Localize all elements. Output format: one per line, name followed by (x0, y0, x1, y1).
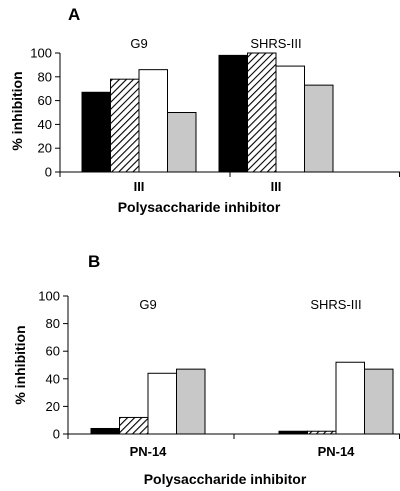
panel-a-category-label: III (271, 179, 282, 194)
panel-b-group-label: SHRS-III (310, 297, 361, 312)
panel-b-y-tick-label: 20 (46, 399, 60, 414)
panel-b-bars (90, 361, 394, 435)
panel-a-bar-series3-group2 (275, 65, 305, 173)
panel-b-y-axis-title: % inhibition (12, 325, 28, 404)
panel-b-y-tick-label: 0 (53, 427, 60, 442)
panel-a-bar-series1-group2 (218, 54, 248, 173)
panel-a-bar-series4-group2 (304, 84, 334, 173)
panel-a-category-label: III (134, 179, 145, 194)
panel-b-category-label: PN-14 (130, 444, 168, 459)
panel-b-x-axis-title: Polysaccharide inhibitor (144, 471, 307, 487)
panel-a-group-labels: G9 SHRS-III (130, 36, 301, 51)
panel-b-group-label: G9 (139, 297, 156, 312)
panel-a-y-tick-label: 80 (38, 69, 52, 84)
panel-b-chart: B % inhibition Polysaccharide inhibitor … (12, 252, 400, 487)
panel-b-category-labels: PN-14 PN-14 (130, 444, 356, 459)
panel-b-bar-series3-group1 (147, 372, 177, 435)
panel-b-category-label: PN-14 (318, 444, 356, 459)
panel-a-bar-series3-group1 (138, 69, 168, 173)
panel-a-bars (81, 52, 334, 173)
panel-b-bar-series3-group2 (335, 361, 365, 435)
panel-b-letter: B (88, 252, 100, 271)
panel-b-y-tick-label: 60 (46, 344, 60, 359)
panel-a-group-label: SHRS-III (250, 36, 301, 51)
panel-a-bar-series2-group1 (110, 78, 140, 173)
panel-b-y-tick-label: 100 (38, 289, 60, 304)
panel-a-y-axis-title: % inhibition (9, 71, 25, 150)
panel-a-chart: A % inhibition Polysaccharide inhibitor … (9, 5, 400, 215)
panel-a-x-axis-title: Polysaccharide inhibitor (118, 199, 281, 215)
panel-b-y-tick-label: 80 (46, 316, 60, 331)
panel-a-y-tick-label: 100 (30, 46, 52, 61)
panel-a-y-tick-label: 0 (45, 165, 52, 180)
panel-b-group-labels: G9 SHRS-III (139, 297, 361, 312)
panel-b-y-tick-label: 40 (46, 371, 60, 386)
panel-a-letter: A (68, 5, 80, 24)
panel-b-bar-series4-group1 (176, 368, 206, 435)
panel-a-bar-series4-group1 (167, 112, 197, 173)
panel-a-bar-series2-group2 (247, 52, 277, 173)
panel-a-y-tick-label: 40 (38, 117, 52, 132)
panel-b-bar-series2-group1 (119, 416, 149, 435)
panel-a-y-ticks: 0 20 40 60 80 100 (30, 46, 60, 180)
panel-b-bar-series1-group1 (90, 427, 120, 435)
panel-a-bar-series1-group1 (81, 91, 111, 173)
panel-b-bar-series4-group2 (364, 368, 394, 435)
panel-b-y-ticks: 0 20 40 60 80 100 (38, 289, 68, 442)
panel-a-category-labels: III III (134, 179, 282, 194)
panel-a-y-tick-label: 60 (38, 93, 52, 108)
panel-a-group-label: G9 (130, 36, 147, 51)
panel-a-y-tick-label: 20 (38, 141, 52, 156)
